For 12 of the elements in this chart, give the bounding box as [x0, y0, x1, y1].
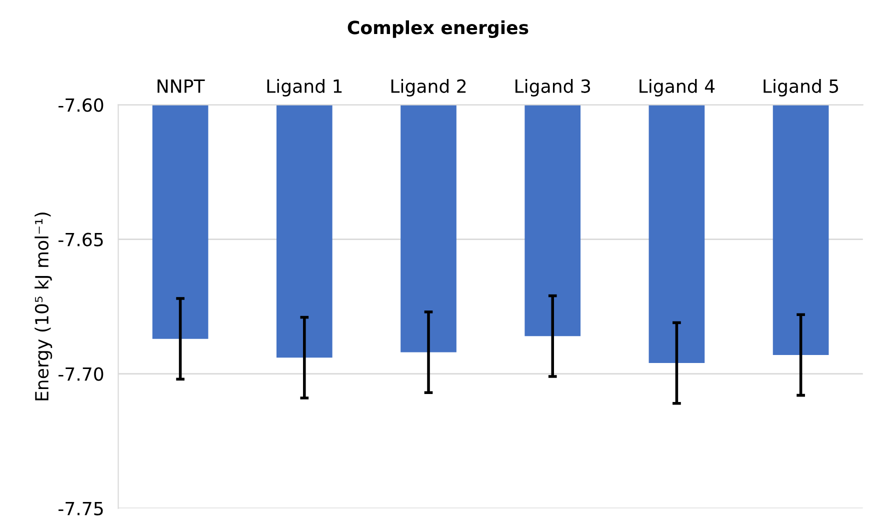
y-tick-label: -7.65 — [58, 232, 103, 246]
x-tick-label: Ligand 3 — [516, 78, 590, 96]
x-tick-label: NNPT — [158, 80, 205, 93]
x-tick-label: Ligand 4 — [640, 78, 715, 96]
y-tick-label: -7.60 — [58, 98, 104, 112]
y-tick-label: -7.75 — [58, 502, 103, 516]
x-tick-label: Ligand 2 — [391, 78, 466, 96]
x-tick-label: Ligand 1 — [267, 78, 342, 96]
y-tick-label: -7.70 — [58, 367, 104, 381]
x-tick-label: Ligand 5 — [764, 78, 838, 96]
chart-title: Complex energies — [348, 20, 528, 38]
y-axis-title: Energy (10⁵ kJ mol⁻¹) — [34, 212, 52, 400]
